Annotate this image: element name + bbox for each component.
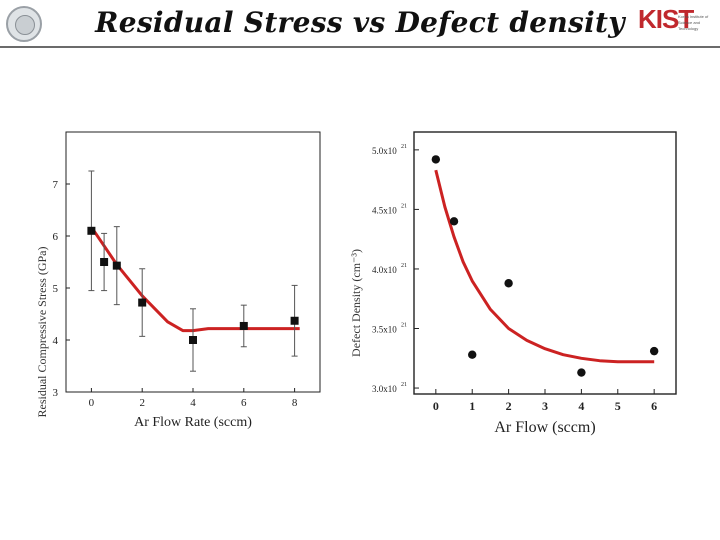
stress-y-tick-label: 4 <box>53 335 59 347</box>
stress-data-point <box>189 336 197 344</box>
stress-y-tick-label: 6 <box>53 231 59 243</box>
title-divider <box>0 46 720 48</box>
defect-y-tick-label: 4.5x10 <box>372 205 397 215</box>
stress-y-tick-label: 3 <box>53 387 59 399</box>
defect-y-tick-exponent: 21 <box>401 382 407 388</box>
stress-x-tick-label: 4 <box>190 397 196 409</box>
university-seal-icon <box>6 6 42 42</box>
defect-y-tick-label: 5.0x10 <box>372 146 397 156</box>
stress-fit-line <box>92 229 300 333</box>
defect-y-tick-exponent: 21 <box>401 323 407 329</box>
kist-caption-line1: Korea Institute of <box>678 14 709 19</box>
kist-logo-caption: Korea Institute of Science and Technolog… <box>678 14 718 32</box>
defect-fit-line <box>434 169 655 364</box>
defect-x-tick-label: 1 <box>469 399 475 413</box>
defect-x-tick-label: 3 <box>542 399 548 413</box>
kist-logo-mark: KIST <box>638 4 694 34</box>
kist-caption-line2: Science and Technology <box>678 20 701 31</box>
defect-data-point <box>577 368 586 377</box>
defect-y-tick-exponent: 21 <box>401 263 407 269</box>
defect-x-tick-label: 4 <box>578 399 584 413</box>
seal-center <box>15 15 35 35</box>
stress-y-tick-label: 7 <box>53 179 59 191</box>
defect-y-tick-label: 3.0x10 <box>372 384 397 394</box>
defect-x-tick-label: 2 <box>506 399 512 413</box>
defect-data-point <box>468 350 477 359</box>
defect-data-point <box>504 279 513 288</box>
stress-data-point <box>239 321 248 330</box>
stress-x-axis-label: Ar Flow Rate (sccm) <box>134 415 252 430</box>
defect-y-tick-exponent: 21 <box>401 144 407 150</box>
stress-x-tick-label: 8 <box>292 397 298 409</box>
defect-data-point <box>431 155 441 164</box>
defect-data-point <box>649 346 659 356</box>
defect-x-axis-label: Ar Flow (sccm) <box>494 419 595 436</box>
stress-y-axis-label: Residual Compressive Stress (GPa) <box>35 247 49 418</box>
stress-data-point <box>290 316 299 325</box>
stress-data-point <box>87 226 96 235</box>
defect-y-tick-exponent: 21 <box>401 203 407 209</box>
defect-x-tick-label: 0 <box>433 399 439 413</box>
kist-logo: KIST Korea Institute of Science and Tech… <box>636 4 716 48</box>
defect-y-tick-label: 4.0x10 <box>372 265 397 275</box>
defect-y-axis-label: Defect Density (cm⁻³) <box>349 249 363 357</box>
stress-data-point <box>100 258 109 266</box>
defect-data-point <box>449 217 459 226</box>
stress-x-tick-label: 6 <box>241 397 247 409</box>
stress-data-point <box>138 298 147 307</box>
stress-x-tick-label: 2 <box>139 397 145 409</box>
defect-y-tick-label: 3.5x10 <box>372 325 397 335</box>
defect-x-tick-label: 5 <box>615 399 621 413</box>
stress-y-tick-label: 5 <box>53 283 59 295</box>
slide-title: Residual Stress vs Defect density <box>95 6 625 39</box>
defect-x-tick-label: 6 <box>651 399 657 413</box>
stress-data-point <box>112 261 121 270</box>
defect-plot-frame <box>413 131 677 395</box>
stress-x-tick-label: 0 <box>89 397 95 409</box>
